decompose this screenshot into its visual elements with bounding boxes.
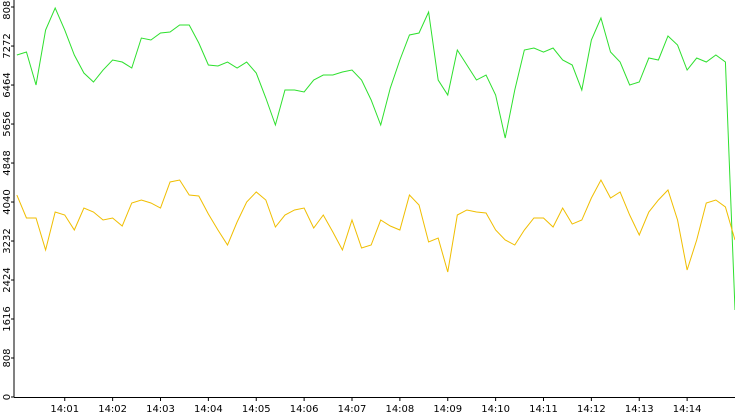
- x-tick-label: 14:07: [338, 404, 367, 415]
- y-tick-label: 3232: [2, 228, 13, 253]
- series-line: [16, 6, 735, 310]
- x-tick-label: 14:03: [146, 404, 175, 415]
- y-tick-label: 6464: [2, 72, 13, 97]
- y-tick-label: 1616: [2, 306, 13, 331]
- y-tick-label: 4040: [2, 189, 13, 214]
- x-tick-label: 14:14: [673, 404, 702, 415]
- x-tick-label: 14:13: [625, 404, 654, 415]
- y-tick-label: 7272: [2, 33, 13, 58]
- x-tick-label: 14:12: [577, 404, 606, 415]
- x-tick-label: 14:08: [385, 404, 414, 415]
- y-tick-label: 2424: [2, 267, 13, 292]
- y-tick-label: 8081: [2, 0, 13, 20]
- y-tick-label: 4848: [2, 150, 13, 175]
- series-line: [16, 178, 735, 273]
- y-tick-label: 0: [2, 394, 13, 400]
- x-tick-label: 14:06: [290, 404, 319, 415]
- x-tick-label: 14:10: [481, 404, 510, 415]
- x-tick-label: 14:04: [194, 404, 223, 415]
- x-tick-label: 14:09: [433, 404, 462, 415]
- x-tick-label: 14:01: [50, 404, 79, 415]
- x-tick-label: 14:02: [98, 404, 127, 415]
- y-tick-label: 808: [2, 348, 13, 367]
- y-tick-label: 5656: [2, 111, 13, 136]
- x-tick-label: 14:05: [242, 404, 271, 415]
- x-tick-label: 14:11: [529, 404, 558, 415]
